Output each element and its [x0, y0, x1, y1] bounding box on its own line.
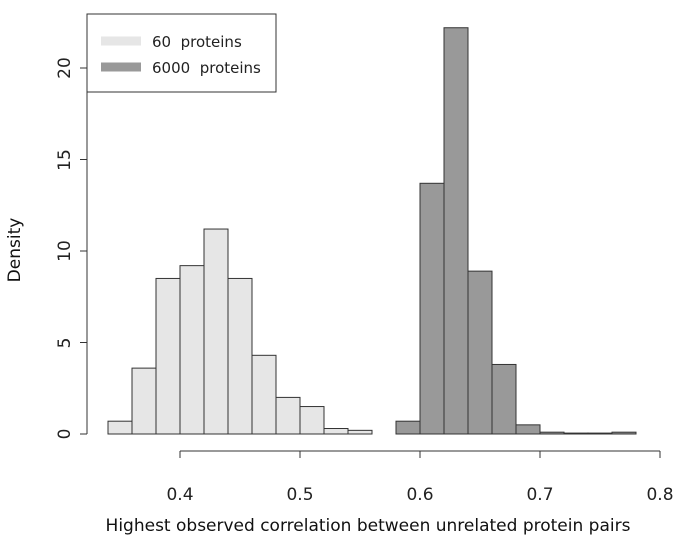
x-tick-label: 0.4 — [166, 485, 193, 505]
histogram-bar-60-proteins — [251, 354, 277, 435]
y-tick-label: 5 — [55, 338, 75, 349]
histogram-bar-60-proteins — [203, 228, 229, 435]
histogram-bar-6000-proteins — [539, 431, 565, 435]
histogram-bar-6000-proteins — [611, 431, 637, 435]
legend-label: 60 proteins — [152, 33, 242, 51]
histogram-bar-6000-proteins — [443, 27, 469, 435]
y-axis-title: Density — [5, 218, 25, 283]
histogram-bar-6000-proteins — [491, 363, 517, 435]
x-axis-title: Highest observed correlation between unr… — [106, 516, 631, 536]
y-tick-label: 15 — [55, 149, 75, 171]
histogram-bar-6000-proteins — [515, 424, 541, 435]
histogram-bar-60-proteins — [155, 277, 181, 435]
histogram-bar-60-proteins — [299, 406, 325, 435]
histogram-bar-60-proteins — [107, 420, 133, 435]
legend-label: 6000 proteins — [152, 59, 261, 77]
y-tick-label: 20 — [55, 57, 75, 79]
x-tick-label: 0.5 — [286, 485, 313, 505]
histogram-bar-60-proteins — [131, 367, 157, 435]
x-tick-label: 0.8 — [646, 485, 673, 505]
histogram-bar-60-proteins — [179, 265, 205, 435]
x-tick-marks — [179, 451, 661, 458]
legend-box — [86, 13, 277, 93]
histogram-bar-6000-proteins — [587, 432, 613, 435]
x-tick-label: 0.6 — [406, 485, 433, 505]
histogram-bar-60-proteins — [275, 396, 301, 435]
histogram-bar-60-proteins — [347, 429, 373, 435]
histogram-bar-6000-proteins — [395, 420, 421, 435]
histogram-bar-6000-proteins — [467, 270, 493, 435]
x-tick-label: 0.7 — [526, 485, 553, 505]
y-tick-label: 10 — [55, 240, 75, 262]
y-tick-marks — [80, 67, 87, 435]
histogram-bar-6000-proteins — [419, 182, 445, 435]
legend: 60 proteins 6000 proteins — [86, 13, 277, 93]
histogram-bar-60-proteins — [227, 277, 253, 435]
bars-group — [107, 27, 637, 435]
histogram-bar-60-proteins — [323, 428, 349, 435]
y-tick-label: 0 — [55, 429, 75, 440]
histogram-bar-6000-proteins — [563, 432, 589, 435]
